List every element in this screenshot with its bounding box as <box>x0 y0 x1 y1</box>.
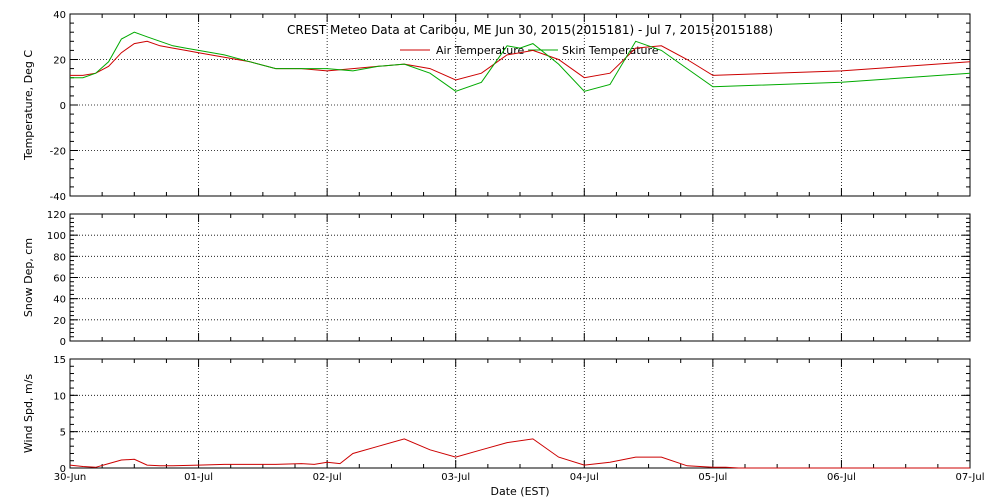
plot-frame <box>69 13 971 197</box>
y-tick-label: 10 <box>53 391 66 402</box>
series-line-skin-temperature <box>70 31 971 92</box>
y-tick-label: 5 <box>60 428 66 439</box>
y-tick-label: 15 <box>53 355 66 366</box>
y-tick-label: 0 <box>60 101 66 112</box>
x-tick-label: 04-Jul <box>570 472 599 483</box>
series-line-air-temperature <box>70 40 971 81</box>
y-axis-label: Wind Spd, m/s <box>22 374 35 454</box>
legend: Air Temperature Skin Temperature <box>400 44 659 57</box>
x-tick-label: 06-Jul <box>827 472 856 483</box>
chart-title: CREST Meteo Data at Caribou, ME Jun 30, … <box>287 23 773 37</box>
y-tick-label: 0 <box>60 464 66 475</box>
y-tick-label: 60 <box>53 274 66 285</box>
x-tick-label: 05-Jul <box>698 472 727 483</box>
y-tick-label: 40 <box>53 295 66 306</box>
legend-skin-label: Skin Temperature <box>562 44 659 57</box>
plot-frame <box>69 358 971 469</box>
x-tick-label: 07-Jul <box>956 472 985 483</box>
y-tick-label: 100 <box>47 231 66 242</box>
x-tick-label: 03-Jul <box>441 472 470 483</box>
plot-frame <box>69 213 971 342</box>
legend-air-label: Air Temperature <box>436 44 525 57</box>
y-tick-label: 120 <box>47 210 66 221</box>
series-line-wind-speed <box>69 438 970 469</box>
x-axis-label: Date (EST) <box>490 485 549 498</box>
y-tick-label: 20 <box>53 316 66 327</box>
y-tick-label: 0 <box>60 337 66 348</box>
y-tick-label: 20 <box>53 56 66 67</box>
y-tick-label: 40 <box>53 10 66 21</box>
x-tick-label: 01-Jul <box>184 472 213 483</box>
x-tick-label: 30-Jun <box>54 472 87 483</box>
y-tick-label: -20 <box>50 147 66 158</box>
y-axis-label: Snow Dep, cm <box>22 238 35 317</box>
panel-1: -40 -20 0 20 40 Temperature, Deg C <box>22 10 971 203</box>
panel-2: 0 20 40 60 80 100 120 Snow Dep, cm <box>22 210 971 348</box>
x-tick-label: 02-Jul <box>313 472 342 483</box>
y-tick-label: -40 <box>50 192 66 203</box>
panel-3: 0 5 10 15 Wind Spd, m/s 30-Jun 01-Jul 02-Jul 03-… <box>22 355 984 498</box>
y-axis-label: Temperature, Deg C <box>22 50 35 161</box>
y-tick-label: 80 <box>53 252 66 263</box>
